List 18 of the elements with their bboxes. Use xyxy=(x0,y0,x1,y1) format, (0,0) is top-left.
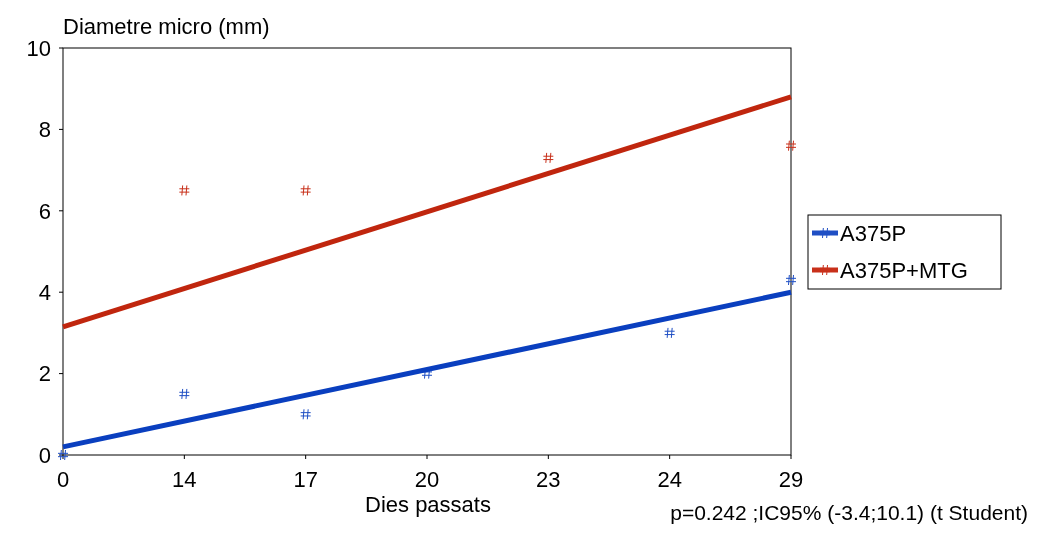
y-tick-label: 0 xyxy=(38,442,51,468)
x-tick-label: 0 xyxy=(56,467,70,492)
y-axis-title: Diametre micro (mm) xyxy=(63,14,270,39)
legend-label: A375P+MTG xyxy=(840,257,968,283)
x-axis-title: Dies passats xyxy=(365,492,491,517)
x-tick-label: 29 xyxy=(778,467,804,492)
legend-label: A375P xyxy=(840,220,907,246)
y-tick-label: 4 xyxy=(38,279,51,305)
y-tick-label: 8 xyxy=(38,117,51,143)
y-tick-label: 10 xyxy=(26,35,51,61)
x-tick-label: 23 xyxy=(536,467,561,492)
x-tick-label: 20 xyxy=(414,467,440,492)
text: p=0.242 ;IC95% (-3.4;10.1) (t Student) xyxy=(670,501,1028,524)
x-tick-label: 17 xyxy=(293,467,318,492)
x-tick-label: 14 xyxy=(172,467,197,492)
x-tick-label: 24 xyxy=(657,467,682,492)
y-tick-label: 6 xyxy=(38,198,51,224)
y-tick-label: 2 xyxy=(38,361,51,387)
